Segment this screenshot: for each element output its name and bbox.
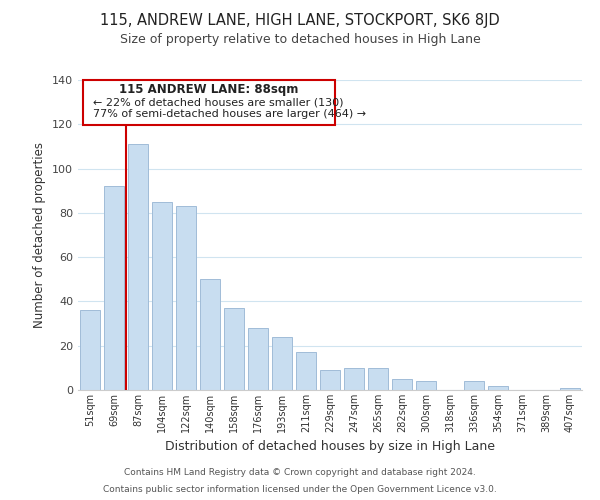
Text: 115 ANDREW LANE: 88sqm: 115 ANDREW LANE: 88sqm xyxy=(119,83,299,96)
Text: ← 22% of detached houses are smaller (130): ← 22% of detached houses are smaller (13… xyxy=(93,97,344,107)
Text: Contains public sector information licensed under the Open Government Licence v3: Contains public sector information licen… xyxy=(103,484,497,494)
Bar xyxy=(224,308,244,390)
Bar xyxy=(344,368,364,390)
Bar xyxy=(128,144,148,390)
Text: 77% of semi-detached houses are larger (464) →: 77% of semi-detached houses are larger (… xyxy=(93,110,366,120)
Bar xyxy=(152,202,172,390)
Bar xyxy=(104,186,124,390)
Text: Size of property relative to detached houses in High Lane: Size of property relative to detached ho… xyxy=(119,32,481,46)
Bar xyxy=(320,370,340,390)
Bar xyxy=(272,337,292,390)
Text: 115, ANDREW LANE, HIGH LANE, STOCKPORT, SK6 8JD: 115, ANDREW LANE, HIGH LANE, STOCKPORT, … xyxy=(100,12,500,28)
Bar xyxy=(392,379,412,390)
Text: Contains HM Land Registry data © Crown copyright and database right 2024.: Contains HM Land Registry data © Crown c… xyxy=(124,468,476,477)
Bar xyxy=(200,280,220,390)
Bar xyxy=(464,381,484,390)
Bar xyxy=(488,386,508,390)
Bar xyxy=(368,368,388,390)
Bar xyxy=(416,381,436,390)
FancyBboxPatch shape xyxy=(83,80,335,125)
Bar xyxy=(176,206,196,390)
Bar xyxy=(296,352,316,390)
Bar xyxy=(248,328,268,390)
Bar xyxy=(80,310,100,390)
Bar xyxy=(560,388,580,390)
X-axis label: Distribution of detached houses by size in High Lane: Distribution of detached houses by size … xyxy=(165,440,495,454)
Y-axis label: Number of detached properties: Number of detached properties xyxy=(34,142,46,328)
